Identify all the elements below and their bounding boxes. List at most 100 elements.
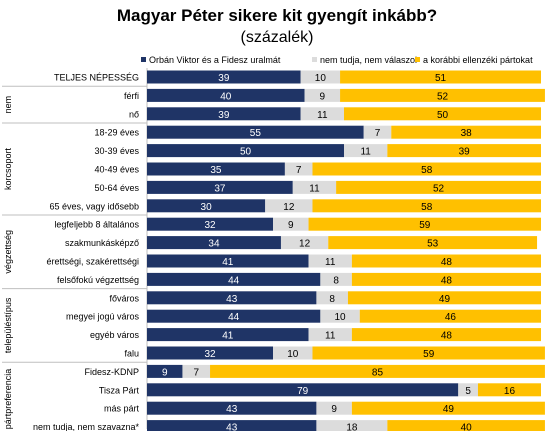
data-label: 79 xyxy=(297,386,309,397)
data-label: 58 xyxy=(421,165,433,176)
data-label: 11 xyxy=(360,147,371,158)
bar-segment xyxy=(147,107,301,121)
data-label: 8 xyxy=(333,275,339,286)
bar-segment xyxy=(387,144,541,158)
chart-subtitle: (százalék) xyxy=(240,29,314,46)
category-label: 18-29 éves xyxy=(94,128,139,138)
data-label: 48 xyxy=(441,275,453,286)
bar-segment xyxy=(391,125,541,139)
bar-segment xyxy=(147,70,301,84)
data-label: 58 xyxy=(421,202,433,213)
data-label: 43 xyxy=(226,404,238,415)
category-label: 65 éves, vagy idősebb xyxy=(49,201,139,211)
category-label: egyéb város xyxy=(90,330,140,340)
bar-segment xyxy=(147,125,364,139)
bar-segment xyxy=(273,217,309,231)
bar-segment xyxy=(308,217,541,231)
data-label: 7 xyxy=(193,367,199,378)
bar-segment xyxy=(316,420,388,431)
bar-segment xyxy=(328,236,538,250)
data-label: 11 xyxy=(325,257,336,268)
bar-segment xyxy=(320,272,352,286)
category-label: falu xyxy=(124,349,139,359)
data-label: 9 xyxy=(288,220,294,231)
data-label: 9 xyxy=(331,404,337,415)
bar-segment xyxy=(312,346,545,360)
data-label: 9 xyxy=(320,91,326,102)
bar-segment xyxy=(312,199,541,213)
data-label: 50 xyxy=(240,147,252,158)
bar-segment xyxy=(351,401,545,415)
data-label: 41 xyxy=(222,257,234,268)
bar-segment xyxy=(347,291,541,305)
category-label: felsőfokú végzettség xyxy=(57,275,139,285)
bar-segment xyxy=(147,88,305,102)
legend-swatch xyxy=(141,57,146,62)
data-label: 5 xyxy=(465,386,471,397)
bar-segment xyxy=(340,70,541,84)
data-label: 38 xyxy=(461,128,473,139)
data-label: 49 xyxy=(439,294,451,305)
data-label: 12 xyxy=(299,239,311,250)
bar-segment xyxy=(344,144,388,158)
bar-segment xyxy=(458,383,478,397)
data-label: 32 xyxy=(204,220,216,231)
group-label: nem xyxy=(3,96,13,114)
bar-segment xyxy=(147,199,266,213)
bar-segment xyxy=(351,328,541,342)
data-label: 46 xyxy=(445,312,457,323)
category-label: 50-64 éves xyxy=(94,183,139,193)
data-label: 52 xyxy=(437,91,449,102)
bar-segment xyxy=(265,199,313,213)
category-label: TELJES NÉPESSÉG xyxy=(54,73,139,83)
data-label: 40 xyxy=(220,91,232,102)
data-label: 35 xyxy=(210,165,222,176)
bar-segment xyxy=(292,180,337,194)
data-label: 48 xyxy=(441,331,453,342)
bar-segment xyxy=(147,180,293,194)
bar-segment xyxy=(340,88,545,102)
group-label: pártpreferencia xyxy=(3,369,13,430)
data-label: 10 xyxy=(315,73,327,84)
data-label: 11 xyxy=(325,331,336,342)
data-label: 44 xyxy=(228,312,240,323)
bar-segment xyxy=(280,236,329,250)
bar-segment xyxy=(304,88,341,102)
bar-segment xyxy=(147,364,183,378)
category-label: 30-39 éves xyxy=(94,146,139,156)
bar-segment xyxy=(147,144,344,158)
bar-segment xyxy=(363,125,392,139)
category-label: érettségi, szakérettségi xyxy=(46,257,139,267)
bar-segment xyxy=(320,309,360,323)
category-label: főváros xyxy=(109,293,139,303)
bar-segment xyxy=(182,364,211,378)
bar-segment xyxy=(316,291,348,305)
bar-segment xyxy=(147,217,274,231)
bar-segment xyxy=(147,162,285,176)
bar-segment xyxy=(284,162,313,176)
bar-segment xyxy=(344,107,541,121)
data-label: 18 xyxy=(346,423,358,431)
data-label: 40 xyxy=(461,423,473,431)
bar-segment xyxy=(147,383,459,397)
bar-segment xyxy=(351,272,541,286)
data-label: 85 xyxy=(372,367,384,378)
data-label: 11 xyxy=(317,110,328,121)
data-label: 44 xyxy=(228,275,240,286)
data-label: 10 xyxy=(334,312,346,323)
category-label: Fidesz-KDNP xyxy=(84,367,139,377)
data-label: 7 xyxy=(296,165,302,176)
data-label: 55 xyxy=(250,128,262,139)
bar-segment xyxy=(312,162,541,176)
bar-segment xyxy=(387,420,545,431)
data-label: 9 xyxy=(162,367,168,378)
category-label: megyei jogú város xyxy=(66,312,140,322)
category-label: nem tudja, nem szavazna* xyxy=(33,422,140,431)
bar-segment xyxy=(316,401,352,415)
data-label: 59 xyxy=(423,349,435,360)
category-label: férfi xyxy=(124,91,139,101)
data-label: 43 xyxy=(226,423,238,431)
data-label: 30 xyxy=(201,202,213,213)
data-label: 37 xyxy=(214,183,226,194)
